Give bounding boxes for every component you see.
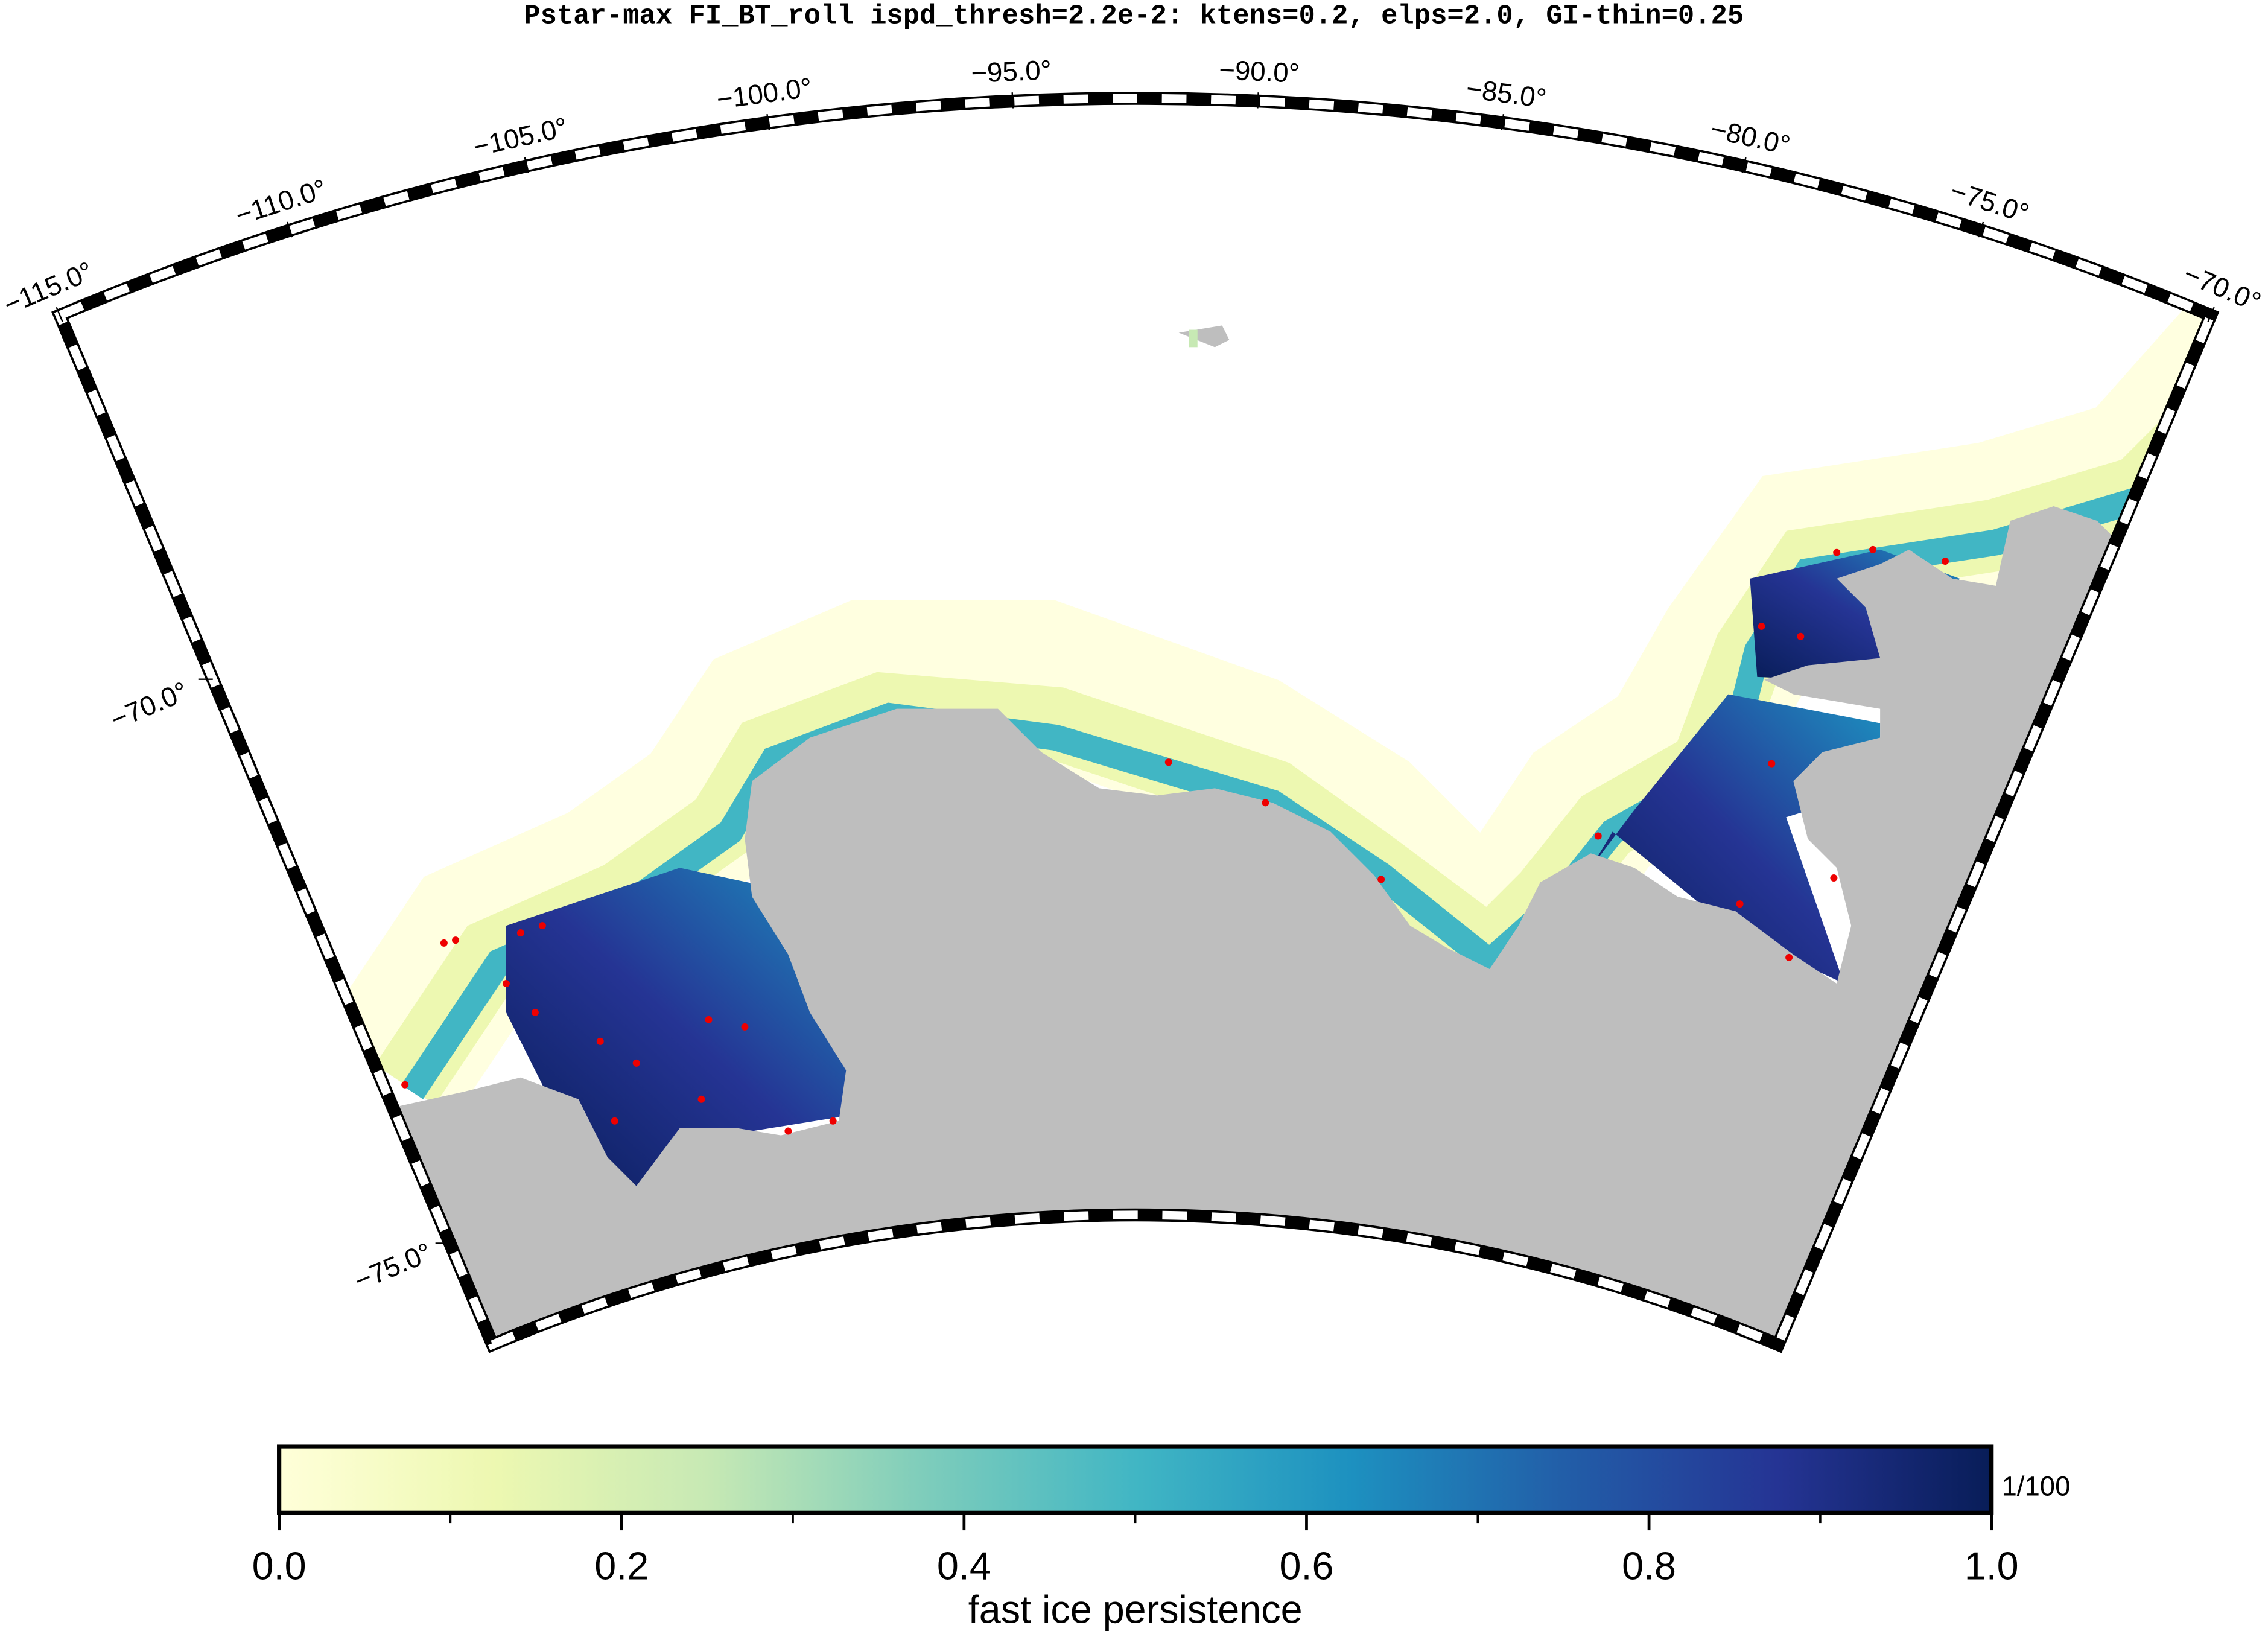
colorbar-tick-label: 0.6 <box>1279 1544 1333 1588</box>
iceberg-dot <box>516 929 524 937</box>
iceberg-dot <box>1785 953 1793 961</box>
iceberg-dot <box>1830 874 1838 882</box>
colorbar-tick-label: 0.2 <box>594 1544 649 1588</box>
iceberg-dot <box>741 1023 749 1031</box>
lat-label: −70.0° <box>106 676 192 736</box>
map-frame-pattern <box>54 94 2217 1350</box>
iceberg-dot <box>452 936 460 944</box>
colorbar-tick-label: 1.0 <box>1965 1544 2019 1588</box>
iceberg-dot <box>1164 758 1172 766</box>
iceberg-dot <box>829 1117 837 1125</box>
lon-label: −90.0° <box>1218 54 1300 89</box>
iceberg-dot <box>1768 760 1776 768</box>
iceberg-dot <box>1758 622 1765 630</box>
iceberg-dot <box>1941 558 1949 565</box>
island-ice <box>1189 329 1198 348</box>
iceberg-dot <box>705 1016 713 1023</box>
lon-tick <box>524 157 529 173</box>
grounded-icebergs <box>401 545 1949 1135</box>
title: Pstar-max FI_BT_roll ispd_thresh=2.2e-2:… <box>524 0 1744 31</box>
lon-tick <box>1257 92 1259 109</box>
iceberg-dot <box>538 922 546 930</box>
iceberg-dot <box>632 1059 640 1067</box>
lon-tick <box>1741 157 1747 173</box>
lon-tick <box>2207 307 2215 322</box>
colorbar-tick-label: 0.4 <box>937 1544 991 1588</box>
colorbar-label: fast ice persistence <box>968 1587 1303 1631</box>
iceberg-dot <box>440 939 448 947</box>
iceberg-dot <box>697 1095 705 1103</box>
fast-ice-bay <box>506 868 861 1194</box>
iceberg-dot <box>1736 900 1744 908</box>
lon-label: −95.0° <box>970 54 1052 89</box>
lon-tick <box>1977 221 1984 238</box>
lon-label: −80.0° <box>1707 113 1793 161</box>
iceberg-dot <box>1833 548 1841 556</box>
iceberg-dot <box>784 1127 792 1135</box>
iceberg-dot <box>596 1037 604 1045</box>
iceberg-dot <box>1594 832 1602 840</box>
lon-label: −100.0° <box>715 72 814 115</box>
iceberg-dot <box>502 980 510 987</box>
lon-tick <box>56 307 63 322</box>
lat-label: −75.0° <box>350 1237 436 1297</box>
lon-tick <box>1501 114 1505 130</box>
colorbar-tick-label: 0.0 <box>252 1544 307 1588</box>
colorbar-unit: 1/100 <box>2001 1471 2070 1502</box>
lon-tick <box>287 221 293 238</box>
iceberg-dot <box>1262 799 1269 807</box>
iceberg-dot <box>611 1117 618 1125</box>
iceberg-dot <box>1797 632 1805 640</box>
iceberg-dot <box>1377 876 1385 883</box>
lon-label: −85.0° <box>1464 73 1548 114</box>
colorbar-tick-label: 0.8 <box>1622 1544 1676 1588</box>
iceberg-dot <box>531 1008 539 1016</box>
lon-tick <box>766 114 770 130</box>
map-body <box>60 98 2211 1345</box>
lon-tick <box>1011 92 1014 109</box>
colorbar <box>277 1444 1994 1515</box>
iceberg-dot <box>1869 545 1877 553</box>
iceberg-dot <box>401 1081 409 1089</box>
